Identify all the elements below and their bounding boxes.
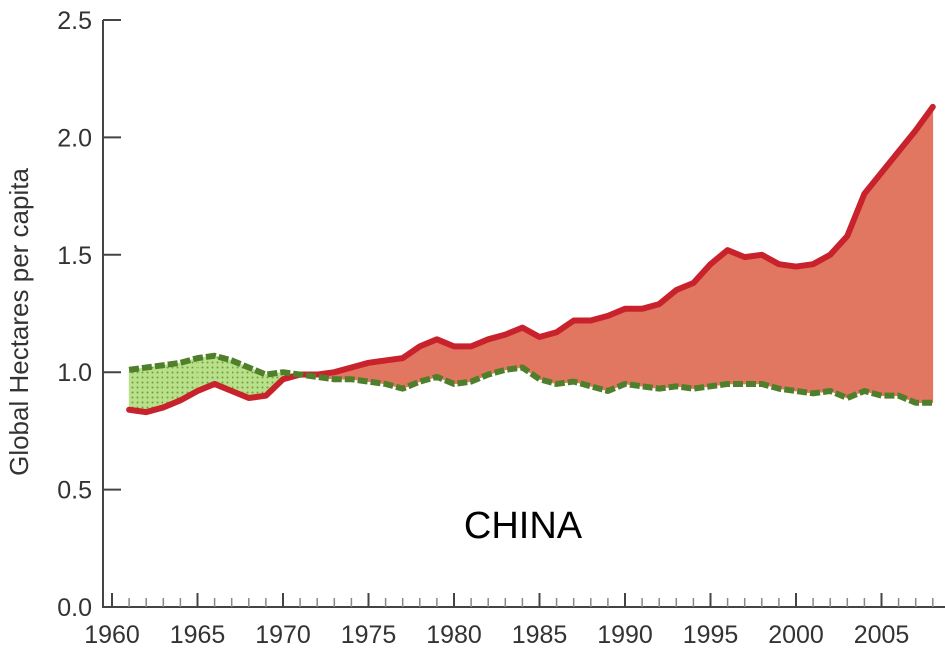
deficit-area-segment (710, 249, 728, 387)
deficit-area-segment (727, 249, 746, 385)
y-tick-label: 1.0 (57, 359, 92, 387)
deficit-area-segment (675, 282, 694, 389)
deficit-area-segment (573, 320, 592, 387)
deficit-area-segment (812, 254, 831, 394)
x-tick-label: 1960 (84, 621, 140, 649)
series-line-solid (126, 103, 936, 416)
y-axis-label: Global Hectares per capita (4, 168, 34, 476)
x-tick-label: 2000 (768, 621, 824, 649)
y-tick-label: 0.0 (57, 594, 92, 622)
x-tick-label: 1985 (512, 621, 568, 649)
x-tick-label: 1965 (170, 621, 226, 649)
deficit-area-segment (915, 105, 934, 404)
x-tick-label: 1990 (597, 621, 653, 649)
deficit-area-segment (453, 346, 472, 385)
deficit-area-segment (744, 254, 763, 385)
deficit-area-segment (761, 254, 780, 390)
y-tick-label: 0.5 (57, 477, 92, 505)
axes: 0.0 0.5 1.0 1.5 2.0 2.5 1960 1965 1970 1975 1980 19… (57, 7, 945, 649)
chart-annotation: CHINA (464, 505, 583, 547)
series-lines (126, 103, 936, 416)
deficit-area-segment (641, 303, 660, 389)
deficit-area-segment (590, 315, 609, 392)
x-tick-label: 1975 (341, 621, 397, 649)
deficit-area-segment (829, 235, 848, 399)
deficit-area-segment (864, 171, 882, 397)
deficit-area-segment (778, 263, 797, 392)
deficit-area-segment (624, 308, 643, 387)
series-line-dashed (128, 352, 933, 406)
y-tick-label: 2.0 (57, 124, 92, 152)
y-tick-label: 2.5 (57, 7, 92, 35)
x-tick-label: 1980 (426, 621, 482, 649)
x-tick-label: 1970 (255, 621, 311, 649)
deficit-area-segment (898, 129, 917, 404)
reserve-area-segment (128, 367, 147, 413)
y-tick-label: 1.5 (57, 242, 92, 270)
deficit-area-segment (607, 308, 626, 392)
deficit-area-segment (539, 331, 557, 385)
deficit-area-segment (881, 150, 899, 396)
x-tick-label: 2005 (854, 621, 910, 649)
x-tick-label: 1995 (683, 621, 739, 649)
deficit-area-segment (795, 263, 814, 394)
